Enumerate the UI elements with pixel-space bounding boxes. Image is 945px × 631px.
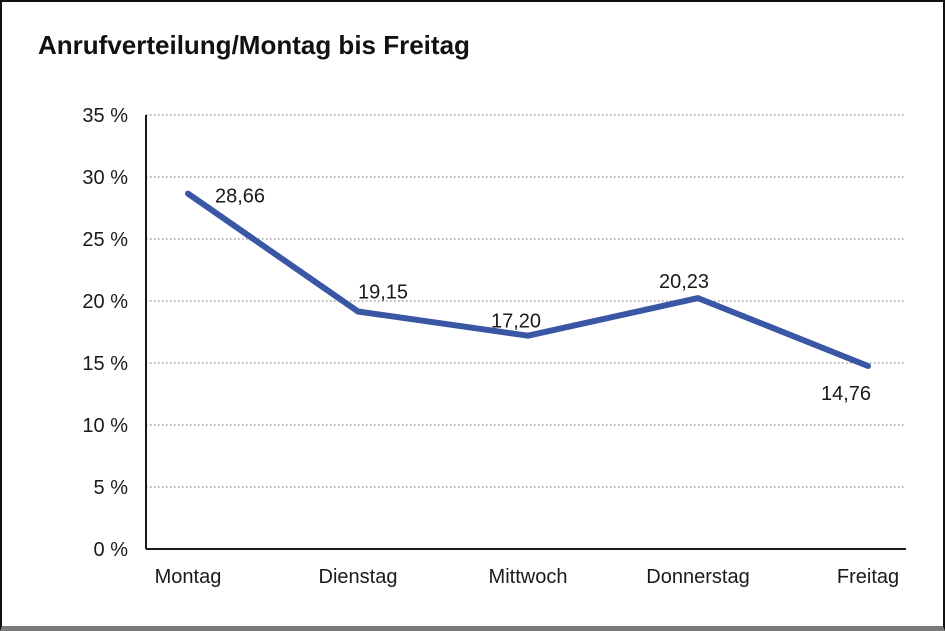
y-tick-label: 5 %	[94, 477, 129, 499]
y-tick-label: 25 %	[82, 229, 128, 251]
y-tick-label: 35 %	[82, 105, 128, 127]
data-point-label: 28,66	[215, 186, 265, 208]
data-series-line	[185, 190, 871, 369]
x-axis-label: Mittwoch	[489, 566, 568, 588]
y-tick-label: 30 %	[82, 167, 128, 189]
y-tick-label: 15 %	[82, 353, 128, 375]
data-point-label: 19,15	[358, 282, 408, 304]
x-axis-label: Montag	[155, 566, 222, 588]
y-tick-label: 20 %	[82, 291, 128, 313]
x-axis-label: Freitag	[837, 566, 899, 588]
y-tick-label: 10 %	[82, 415, 128, 437]
y-tick-label: 0 %	[94, 539, 129, 561]
data-point-label: 17,20	[491, 311, 541, 333]
data-point-label: 14,76	[821, 383, 871, 405]
chart-title: Anrufverteilung/Montag bis Freitag	[38, 30, 470, 60]
x-axis-label: Dienstag	[319, 566, 398, 588]
x-axis-label: Donnerstag	[646, 566, 749, 588]
data-point-label: 20,23	[659, 271, 709, 293]
